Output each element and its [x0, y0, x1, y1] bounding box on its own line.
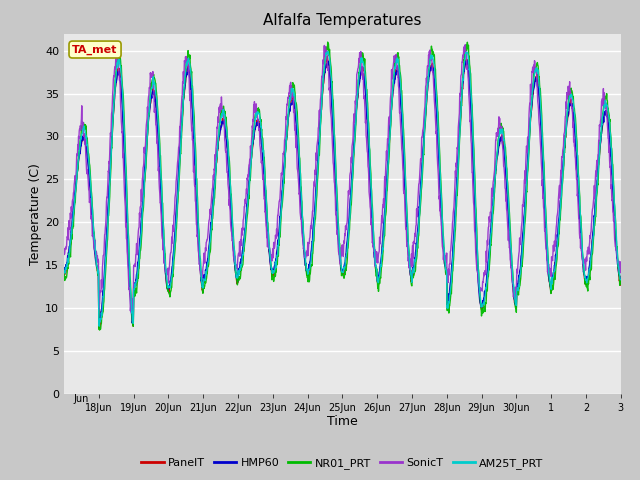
Legend: PanelT, HMP60, NR01_PRT, SonicT, AM25T_PRT: PanelT, HMP60, NR01_PRT, SonicT, AM25T_P… — [137, 453, 548, 473]
Text: TA_met: TA_met — [72, 44, 118, 55]
Title: Alfalfa Temperatures: Alfalfa Temperatures — [263, 13, 422, 28]
Y-axis label: Temperature (C): Temperature (C) — [29, 163, 42, 264]
Text: Jun: Jun — [74, 394, 89, 404]
X-axis label: Time: Time — [327, 415, 358, 429]
